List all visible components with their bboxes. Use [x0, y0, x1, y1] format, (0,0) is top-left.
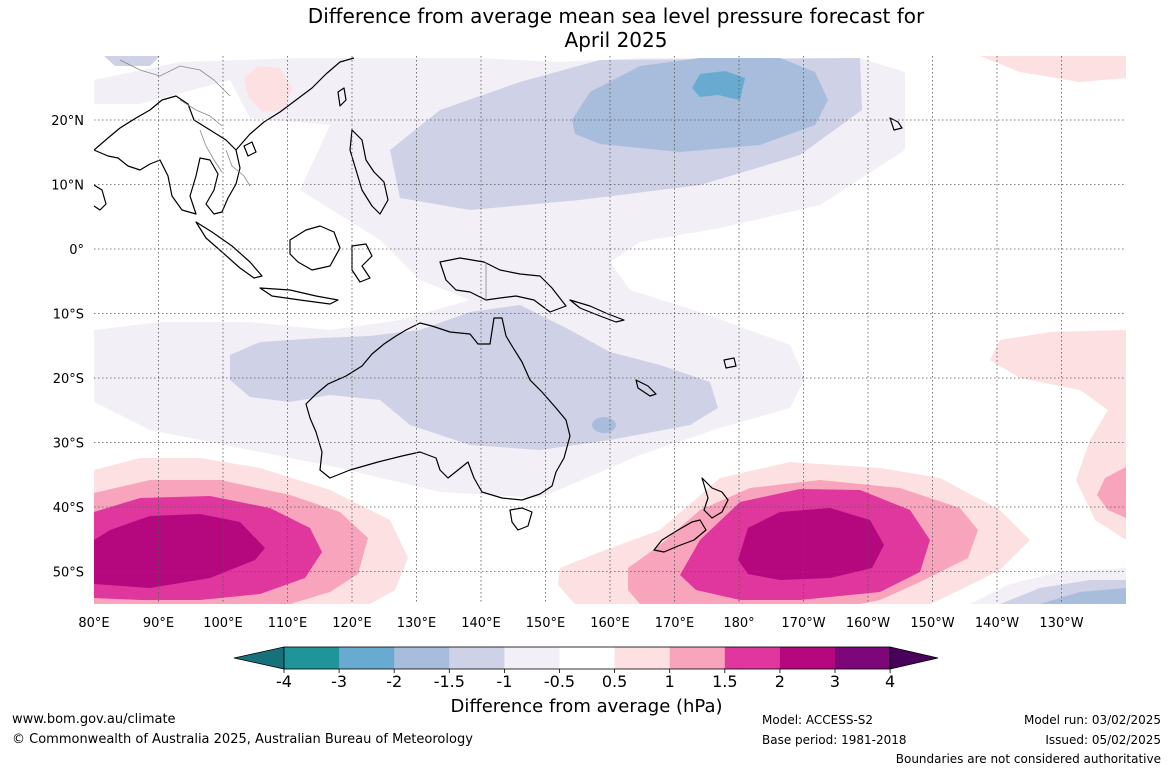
colorbar-tick-label: -3: [331, 672, 347, 691]
new-caledonia-coastline: [635, 379, 657, 397]
colorbar-tick-label: 4: [885, 672, 895, 691]
colorbar-tick-label: -1.5: [434, 672, 465, 691]
colorbar-swatch: [724, 647, 781, 669]
colorbar-tick-label: -1: [496, 672, 512, 691]
lon-label: 140°W: [975, 616, 1019, 631]
tasmania-coastline: [509, 507, 533, 531]
lon-label: 130°E: [397, 616, 437, 631]
issued-date: Issued: 05/02/2025: [1045, 733, 1161, 747]
colorbar-tick-label: 1: [665, 672, 675, 691]
title-line-1: Difference from average mean sea level p…: [307, 4, 925, 28]
lon-label: 90°E: [143, 616, 174, 631]
lon-label: 100°E: [203, 616, 243, 631]
colorbar-swatch: [835, 647, 891, 669]
lat-label: 20°S: [53, 372, 84, 387]
philippines-coastline: [349, 129, 389, 215]
lon-label: 160°W: [846, 616, 890, 631]
colorbar-swatch: [504, 647, 560, 669]
lat-label: 40°S: [53, 501, 84, 516]
anomaly-region-neg-15-north: [572, 58, 828, 152]
lon-label: 150°W: [910, 616, 954, 631]
colorbar-swatch: [779, 647, 836, 669]
sri-lanka-coastline: [94, 184, 107, 211]
lon-label: 180°: [723, 616, 754, 631]
colorbar-tick-label: 3: [830, 672, 840, 691]
colorbar-extend-low: [233, 646, 285, 670]
graticule: [94, 56, 1126, 604]
colorbar: -4 -3 -2 -1.5 -1 -0.5 0.5 1 1.5 2 3 4: [233, 646, 939, 691]
model-run-date: Model run: 03/02/2025: [1023, 713, 1161, 727]
anomaly-region-pos-2-southwest: [94, 514, 265, 588]
new-zealand-south-coastline: [653, 519, 707, 553]
anomaly-region-pos-1-east: [1097, 467, 1126, 518]
colorbar-swatch: [284, 647, 340, 669]
lon-label: 140°E: [461, 616, 501, 631]
sulawesi-coastline: [351, 243, 373, 283]
anomaly-region-neg-2-north: [692, 71, 745, 100]
lat-label: 10°S: [53, 308, 84, 323]
anomaly-region-pos-05-east: [990, 330, 1126, 540]
anomaly-region-pos-2-southeast: [738, 508, 884, 580]
china-coastline: [235, 57, 355, 151]
new-zealand-north-coastline: [701, 477, 729, 519]
australia-coastline: [305, 317, 571, 501]
java-coastline: [259, 287, 339, 305]
lon-label: 130°W: [1039, 616, 1083, 631]
base-period: Base period: 1981-2018: [762, 733, 907, 747]
borneo-coastline: [289, 225, 341, 271]
hawaii-coastline: [889, 117, 903, 131]
country-borders: [119, 59, 487, 300]
colorbar-swatch: [449, 647, 505, 669]
colorbar-tick-label: 0.5: [602, 672, 627, 691]
lon-label: 80°E: [78, 616, 109, 631]
pressure-anomaly-field: [94, 56, 1126, 604]
lon-label: 170°W: [781, 616, 825, 631]
colorbar-tick-label: -2: [386, 672, 402, 691]
hainan-coastline: [243, 141, 257, 157]
colorbar-swatch: [614, 647, 671, 669]
lon-label: 110°E: [268, 616, 308, 631]
lat-label: 0°: [69, 243, 84, 258]
anomaly-region-pos-05-top-right: [980, 56, 1126, 82]
taiwan-coastline: [337, 87, 347, 107]
lat-label: 30°S: [53, 437, 84, 452]
colorbar-swatch: [394, 647, 450, 669]
title-line-2: April 2025: [564, 28, 668, 52]
boundaries-disclaimer: Boundaries are not considered authoritat…: [895, 752, 1161, 766]
colorbar-tick-label: -0.5: [544, 672, 575, 691]
copyright-text: © Commonwealth of Australia 2025, Austra…: [12, 732, 473, 747]
lon-label: 150°E: [526, 616, 566, 631]
lon-labels: 80°E 90°E 100°E 110°E 120°E 130°E 140°E 150°E 16…: [78, 616, 1083, 631]
solomon-coastline: [569, 299, 625, 323]
new-guinea-coastline: [439, 257, 567, 313]
asia-mainland-coastline: [94, 95, 241, 215]
website-link[interactable]: www.bom.gov.au/climate: [12, 712, 176, 727]
model-name: Model: ACCESS-S2: [762, 713, 874, 727]
fiji-coastline: [723, 357, 737, 369]
colorbar-extend-high: [889, 646, 939, 670]
colorbar-tick-label: 2: [775, 672, 785, 691]
colorbar-title: Difference from average (hPa): [450, 696, 723, 717]
lon-label: 170°E: [655, 616, 695, 631]
colorbar-swatch: [339, 647, 395, 669]
anomaly-region-pos-05-top-left: [244, 66, 292, 112]
lon-label: 120°E: [332, 616, 372, 631]
colorbar-tick-label: -4: [276, 672, 292, 691]
lat-labels: 20°N 10°N 0° 10°S 20°S 30°S 40°S 50°S: [51, 114, 84, 581]
sumatra-coastline: [195, 221, 263, 279]
anomaly-region-neg-top-left: [104, 56, 160, 66]
lat-label: 50°S: [53, 566, 84, 581]
lon-label: 160°E: [590, 616, 630, 631]
colorbar-swatch: [559, 647, 616, 669]
colorbar-swatch: [669, 647, 726, 669]
lat-label: 20°N: [51, 114, 84, 129]
coastlines: [94, 57, 903, 553]
colorbar-tick-label: 1.5: [712, 672, 737, 691]
map-title: Difference from average mean sea level p…: [0, 4, 1173, 52]
lat-label: 10°N: [51, 179, 84, 194]
